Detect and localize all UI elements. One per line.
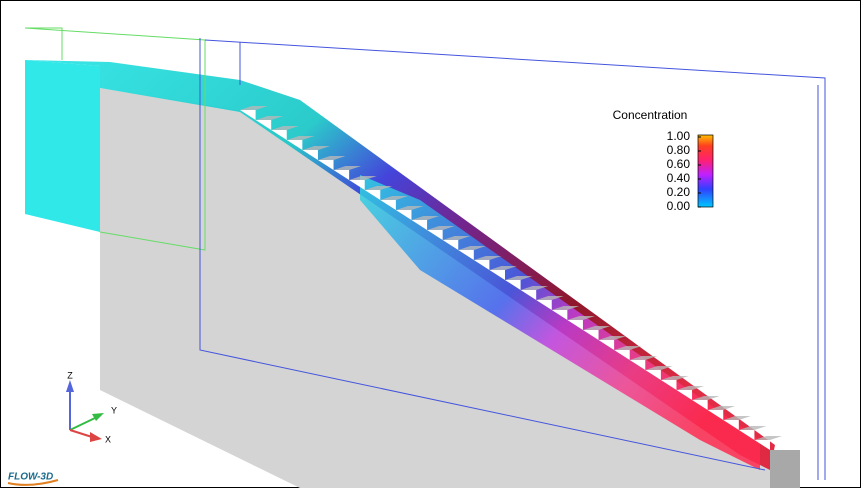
axis-label: Y (111, 405, 117, 415)
colorbar-tick-label: 0.40 (667, 171, 691, 185)
colorbar-tick-label: 0.20 (667, 185, 691, 199)
colorbar-tick-label: 0.00 (667, 199, 691, 213)
colorbar-tick-label: 0.60 (667, 157, 691, 171)
logo: FLOW-3D (8, 472, 53, 483)
colorbar (698, 135, 713, 207)
mesh-line (25, 28, 62, 60)
colorbar-tick-label: 0.80 (667, 143, 691, 157)
page: Z Y X FLOW-3D Concentration 1.000.800.60… (0, 0, 861, 488)
viewport: Z Y X FLOW-3D Concentration 1.000.800.60… (0, 0, 861, 488)
axis-label: X (105, 434, 111, 444)
colorbar-tick-label: 1.00 (667, 129, 691, 143)
outlet-step (770, 450, 800, 488)
legend-title: Concentration (613, 108, 688, 122)
axis-label: Z (67, 370, 73, 380)
inflow-block (25, 60, 100, 232)
scene (25, 28, 825, 488)
